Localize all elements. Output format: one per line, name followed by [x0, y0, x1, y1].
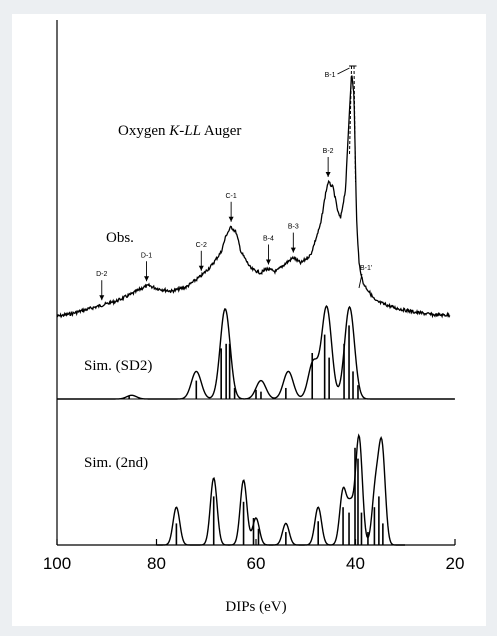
- series-label-sim-2nd: Sim. (2nd): [84, 455, 148, 471]
- sim-sd2-envelope: [57, 304, 455, 400]
- annotation-label: B-3: [288, 224, 299, 231]
- sim-2nd-series: [156, 433, 405, 546]
- annotation-label: B-4: [263, 236, 274, 243]
- annotation-arrowhead: [144, 276, 150, 282]
- annotation-label: D-2: [96, 271, 107, 278]
- observed-series: [56, 65, 451, 319]
- annotation-label: C-2: [196, 242, 207, 249]
- sim-2nd-envelope: [156, 433, 405, 546]
- annotation-arrowhead: [198, 265, 204, 271]
- x-axis-title: DIPs (eV): [225, 599, 286, 615]
- annotation-arrowhead: [290, 247, 296, 253]
- annotation-arrow: [337, 67, 350, 75]
- x-tick-label: 20: [446, 554, 465, 573]
- x-tick-label: 80: [147, 554, 166, 573]
- annotation-arrow: [358, 273, 363, 289]
- observed-spectrum-line: [56, 75, 451, 319]
- peak-annotations: D-2 D-1 C-2 C-1 B-4 B-3 B-2 B-1 B-1': [96, 67, 372, 301]
- sim-sd2-series: [57, 304, 455, 400]
- annotation-arrowhead: [265, 259, 271, 265]
- x-tick-label: 40: [346, 554, 365, 573]
- annotation-label: B-1': [360, 265, 372, 272]
- chart-title-prefix: Oxygen: [118, 123, 169, 139]
- series-label-observed: Obs.: [106, 230, 134, 246]
- x-tick-label: 60: [247, 554, 266, 573]
- x-tick-label: 100: [43, 554, 71, 573]
- annotation-arrowhead: [228, 216, 234, 222]
- annotation-label: D-1: [141, 252, 152, 259]
- x-axis-ticks: 100 80 60 40 20: [43, 539, 465, 573]
- annotation-label: C-1: [225, 193, 236, 200]
- annotation-arrowhead: [325, 172, 331, 177]
- b1-dashed-peak: [353, 65, 356, 183]
- annotation-label: B-2: [323, 148, 334, 155]
- annotation-label: B-1: [325, 72, 336, 79]
- chart-title-italic: K-LL: [168, 123, 201, 139]
- series-label-sim-sd2: Sim. (SD2): [84, 358, 152, 374]
- chart-title-suffix: Auger: [201, 123, 241, 139]
- annotation-arrowhead: [99, 295, 105, 301]
- chart-title: Oxygen K-LL Auger: [118, 123, 241, 139]
